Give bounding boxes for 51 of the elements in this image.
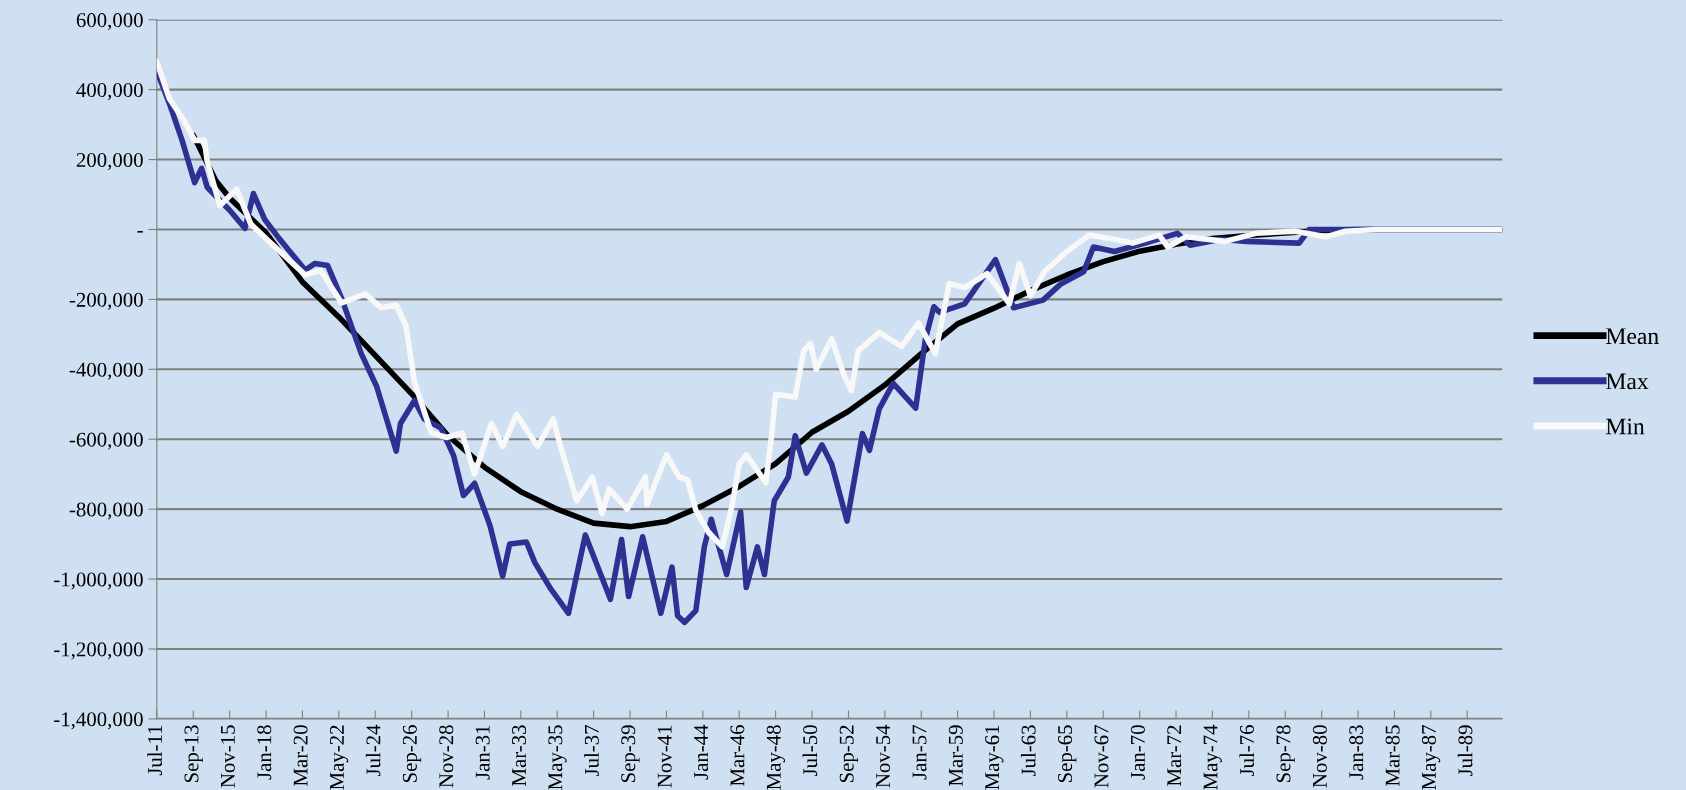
x-tick-label: Jan-70 bbox=[1130, 725, 1145, 780]
y-tick-label: - bbox=[137, 231, 143, 233]
x-tick-label: Mar-46 bbox=[730, 725, 745, 786]
x-tick-label: May-74 bbox=[1203, 724, 1222, 790]
y-tick-label: -1,400,000 bbox=[54, 712, 143, 730]
x-tick-label: Jan-44 bbox=[694, 724, 709, 780]
x-tick-label: Mar-20 bbox=[293, 725, 308, 786]
y-tick-label: -1,200,000 bbox=[54, 642, 143, 660]
x-tick-label: Nov-15 bbox=[220, 725, 235, 788]
legend-label: Mean bbox=[1606, 328, 1659, 345]
y-tick-label: -600,000 bbox=[69, 432, 143, 450]
x-tick-label: Sep-52 bbox=[839, 725, 858, 783]
x-tick-label: Mar-33 bbox=[512, 725, 527, 786]
x-tick-label: May-61 bbox=[985, 725, 1004, 790]
x-tick-label: Nov-54 bbox=[876, 724, 891, 788]
x-tick-label: Jan-18 bbox=[257, 725, 272, 780]
x-tick-label: Sep-39 bbox=[621, 725, 640, 783]
x-tick-label: Jan-57 bbox=[912, 725, 927, 780]
x-tick-label: Sep-65 bbox=[1058, 725, 1077, 783]
legend-label: Min bbox=[1606, 418, 1645, 435]
x-tick-label: Jul-89 bbox=[1457, 725, 1473, 777]
x-tick-label: Sep-78 bbox=[1276, 725, 1295, 783]
x-tick-label: Nov-67 bbox=[1094, 725, 1109, 788]
x-tick-label: Jul-24 bbox=[365, 724, 381, 777]
x-tick-label: Nov-41 bbox=[657, 725, 672, 788]
y-tick-label: 200,000 bbox=[76, 152, 143, 171]
y-tick-label: -400,000 bbox=[69, 362, 143, 380]
x-tick-label: Mar-85 bbox=[1385, 725, 1400, 786]
x-tick-label: Jan-31 bbox=[475, 725, 490, 780]
x-tick-label: Nov-80 bbox=[1312, 725, 1327, 788]
x-tick-label: Mar-59 bbox=[948, 725, 963, 786]
x-tick-label: Jan-83 bbox=[1349, 725, 1364, 780]
x-tick-label: Sep-13 bbox=[184, 725, 203, 783]
x-tick-label: May-48 bbox=[766, 725, 786, 790]
y-tick-label: 600,000 bbox=[76, 13, 143, 31]
x-tick-label: May-87 bbox=[1421, 725, 1441, 790]
x-tick-label: Nov-28 bbox=[439, 725, 454, 788]
x-tick-label: Sep-26 bbox=[402, 725, 422, 783]
x-tick-label: May-35 bbox=[548, 725, 567, 790]
x-tick-label: Jul-50 bbox=[802, 725, 818, 777]
x-tick-label: Jul-63 bbox=[1020, 725, 1036, 777]
legend-label: Max bbox=[1606, 373, 1649, 390]
y-tick-label: 400,000 bbox=[76, 83, 143, 101]
x-tick-label: Jul-37 bbox=[584, 725, 599, 777]
x-tick-label: May-22 bbox=[329, 725, 349, 790]
y-tick-label: -1,000,000 bbox=[54, 572, 143, 590]
y-tick-label: -200,000 bbox=[69, 292, 143, 310]
x-tick-label: Mar-72 bbox=[1167, 725, 1182, 786]
x-tick-label: Jul-76 bbox=[1239, 725, 1255, 777]
x-tick-label: Jul-11 bbox=[147, 725, 163, 776]
y-tick-label: -800,000 bbox=[69, 502, 143, 520]
